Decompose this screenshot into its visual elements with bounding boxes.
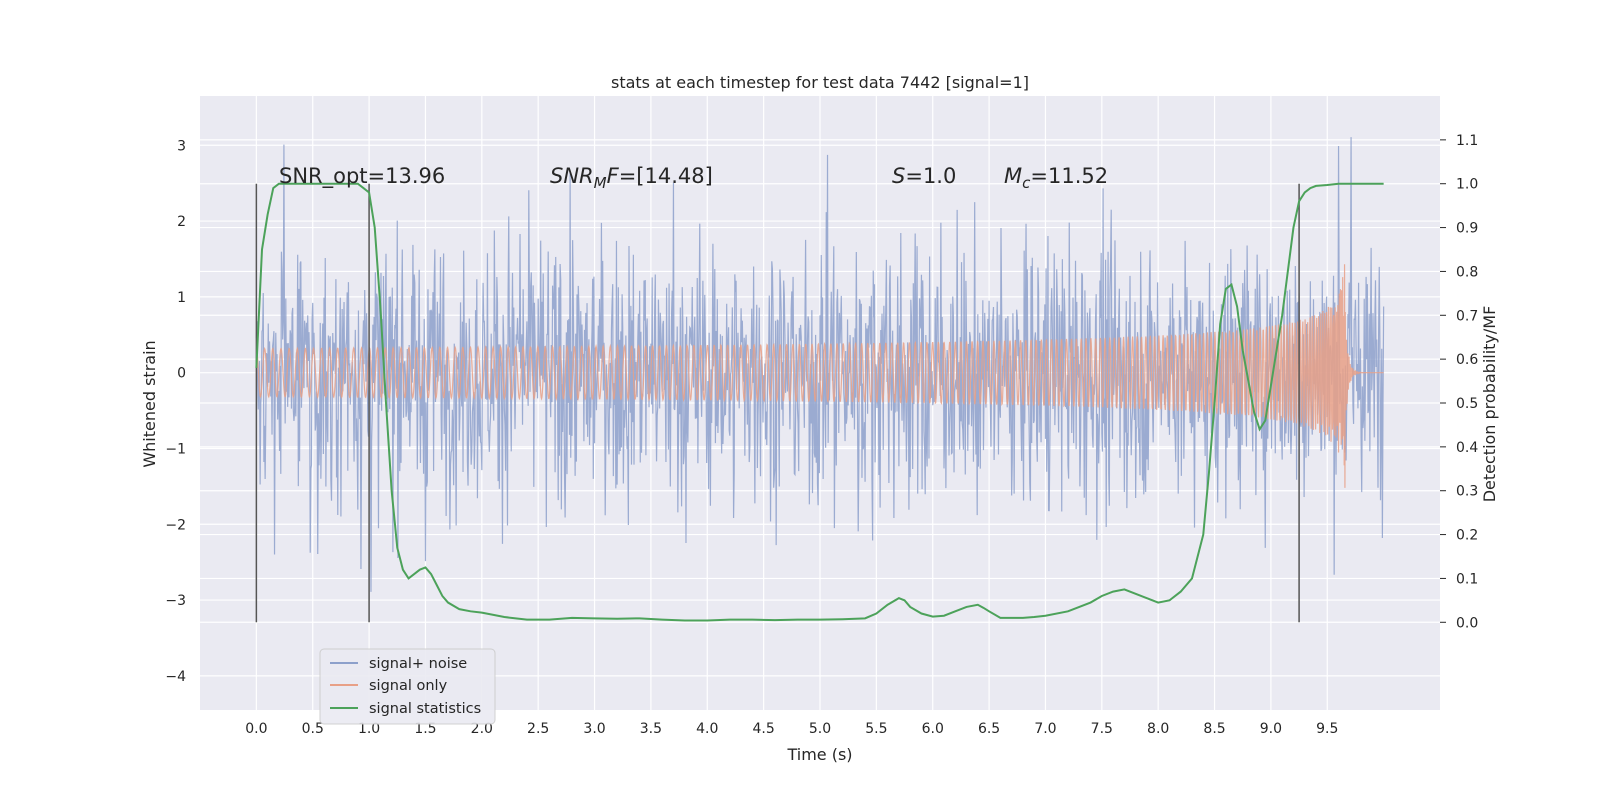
series-signal-plus-noise (255, 137, 1385, 592)
y-right-tick-labels: 1.1 1.0 0.9 0.8 0.7 0.6 0.5 0.4 0.3 0.2 0.1 0.0 (1440, 133, 1478, 631)
legend: signal+ noise signal only signal statist… (319, 648, 496, 725)
y-right-tick-label: 0.7 (1456, 308, 1478, 324)
x-tick-label: 2.0 (471, 721, 493, 737)
y-right-tick-label: 1.1 (1456, 133, 1478, 149)
y-right-tick-label: 0.3 (1456, 484, 1478, 500)
vertical-markers (255, 183, 1300, 623)
x-tick-label: 4.5 (753, 721, 775, 737)
y-tick-label: −1 (165, 441, 186, 457)
x-tick-label: 6.5 (978, 721, 1000, 737)
y-right-tick-label: 0.2 (1456, 528, 1478, 544)
y-right-tick-label: 0.5 (1456, 396, 1478, 412)
y-right-tick-label: 0.0 (1456, 615, 1478, 631)
legend-label-signal-statistics: signal statistics (369, 701, 481, 717)
x-tick-label: 9.5 (1316, 721, 1338, 737)
legend-box (319, 648, 496, 725)
x-tick-label: 1.5 (414, 721, 436, 737)
y-right-tick-label: 0.1 (1456, 571, 1478, 587)
signal-only-line (255, 264, 1384, 488)
y-right-axis-label: Detection probability/MF (1480, 306, 1499, 503)
y-right-tick-label: 0.6 (1456, 352, 1478, 368)
x-tick-label: 3.0 (583, 721, 605, 737)
legend-label-signal-only: signal only (369, 678, 448, 694)
x-tick-label: 1.0 (358, 721, 380, 737)
x-tick-label: 5.0 (809, 721, 831, 737)
series-signal-only (255, 264, 1384, 488)
snr-mf-annotation: SNRMF=[14.48] (550, 164, 713, 192)
y-right-tick-label: 1.0 (1456, 177, 1478, 193)
x-tick-label: 7.0 (1034, 721, 1056, 737)
y-axis-label: Whitened strain (140, 340, 159, 467)
y-tick-label: −2 (165, 517, 186, 533)
x-tick-labels: 0.0 0.5 1.0 1.5 2.0 2.5 3.0 3.5 4.0 4.5 5.0 5.5 6.0 6… (245, 721, 1338, 737)
x-tick-label: 7.5 (1091, 721, 1113, 737)
x-tick-label: 0.0 (245, 721, 267, 737)
x-tick-label: 6.0 (922, 721, 944, 737)
x-tick-label: 8.0 (1147, 721, 1169, 737)
x-tick-label: 0.5 (302, 721, 324, 737)
y-tick-label: 0 (177, 366, 186, 382)
y-right-tick-label: 0.9 (1456, 221, 1478, 237)
y-right-tick-label: 0.4 (1456, 440, 1478, 456)
y-tick-label: 1 (177, 290, 186, 306)
s-annotation: S=1.0 (892, 164, 956, 188)
mc-annotation: Mc=11.52 (1004, 164, 1108, 192)
chart-title: stats at each timestep for test data 744… (611, 73, 1029, 92)
signal-plus-noise-line (255, 137, 1385, 592)
y-tick-label: −4 (165, 669, 186, 685)
x-tick-label: 2.5 (527, 721, 549, 737)
x-tick-label: 8.5 (1203, 721, 1225, 737)
x-tick-label: 4.0 (696, 721, 718, 737)
y-tick-labels: 3 2 1 0 −1 −2 −3 −4 (165, 138, 186, 685)
signal-statistics-line (255, 182, 1384, 622)
x-tick-label: 9.0 (1260, 721, 1282, 737)
x-axis-label: Time (s) (786, 745, 852, 764)
y-tick-label: 3 (177, 138, 186, 154)
snr-opt-annotation: SNR_opt=13.96 (279, 164, 445, 189)
legend-label-signal-plus-noise: signal+ noise (369, 656, 467, 672)
y-right-tick-label: 0.8 (1456, 264, 1478, 280)
x-tick-label: 3.5 (640, 721, 662, 737)
x-tick-label: 5.5 (865, 721, 887, 737)
y-tick-label: 2 (177, 214, 186, 230)
series-signal-statistics (255, 182, 1384, 622)
y-tick-label: −3 (165, 593, 186, 609)
